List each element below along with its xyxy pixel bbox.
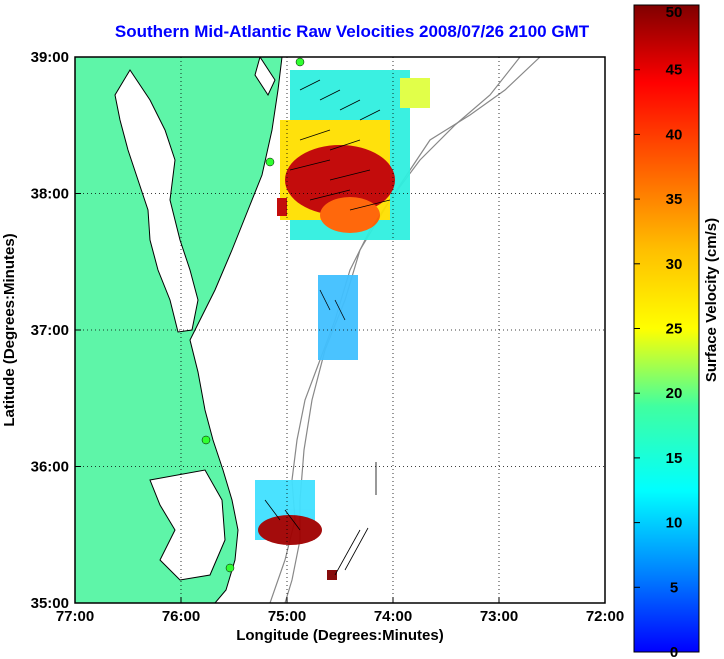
x-tick-label: 73:00 xyxy=(480,608,518,625)
grid-lines xyxy=(75,57,605,603)
y-tick-label: 36:00 xyxy=(31,459,69,476)
x-tick-label: 75:00 xyxy=(268,608,306,625)
velocity-vectors xyxy=(264,79,391,576)
colorbar-tick-label: 15 xyxy=(666,450,683,467)
x-tick-label: 76:00 xyxy=(162,608,200,625)
colorbar-tick-label: 20 xyxy=(666,385,683,402)
colorbar-tick-label: 10 xyxy=(666,515,683,532)
x-ticks: 77:00 76:00 75:00 74:00 73:00 72:00 xyxy=(56,597,624,625)
colorbar xyxy=(633,4,700,653)
colorbar-tick-label: 50 xyxy=(666,4,683,21)
colorbar-tick-label: 45 xyxy=(666,62,683,79)
colorbar-tick-label: 30 xyxy=(666,256,683,273)
station-marker xyxy=(201,435,211,445)
velocity-field xyxy=(255,70,430,580)
pamlico-sound xyxy=(149,469,226,581)
colorbar-tick-label: 35 xyxy=(666,191,683,208)
y-tick-label: 39:00 xyxy=(31,49,69,66)
chesapeake-bay xyxy=(114,69,199,333)
y-tick-label: 35:00 xyxy=(31,595,69,612)
colorbar-label: Surface Velocity (cm/s) xyxy=(703,218,720,382)
station-marker xyxy=(265,157,275,167)
y-axis-label: Latitude (Degrees:Minutes) xyxy=(1,233,18,426)
station-marker xyxy=(295,57,305,67)
y-tick-label: 38:00 xyxy=(31,186,69,203)
x-tick-label: 72:00 xyxy=(586,608,624,625)
delaware-bay xyxy=(254,57,276,97)
chart-title: Southern Mid-Atlantic Raw Velocities 200… xyxy=(114,22,590,41)
x-tick-label: 77:00 xyxy=(56,608,94,625)
y-ticks: 39:00 38:00 37:00 36:00 35:00 xyxy=(31,49,81,612)
plot-frame xyxy=(74,56,606,604)
x-axis-label: Longitude (Degrees:Minutes) xyxy=(236,627,444,644)
station-marker xyxy=(225,563,235,573)
y-tick-label: 37:00 xyxy=(31,322,69,339)
colorbar-tick-label: 5 xyxy=(670,579,678,596)
colorbar-tick-label: 0 xyxy=(670,644,678,659)
colorbar-tick-label: 25 xyxy=(666,321,683,338)
colorbar-tick-label: 40 xyxy=(666,126,683,143)
x-tick-label: 74:00 xyxy=(374,608,412,625)
